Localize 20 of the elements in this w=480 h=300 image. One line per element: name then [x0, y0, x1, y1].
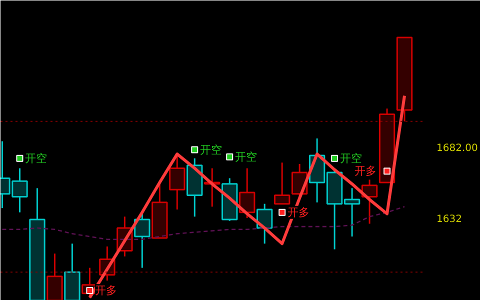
- candlestick: [134, 212, 150, 269]
- point: [226, 153, 234, 160]
- candlestick: [239, 168, 256, 219]
- line-series: [2, 206, 406, 240]
- line-series: [88, 94, 406, 300]
- point: [331, 154, 338, 162]
- data-label: 开空: [340, 152, 362, 165]
- data-label: 开空: [234, 150, 257, 164]
- data-label: 开多: [287, 206, 310, 219]
- point: [384, 168, 391, 175]
- point: [278, 208, 286, 216]
- point: [191, 146, 198, 154]
- data-label: 开空: [24, 152, 47, 165]
- data-label: 开多: [354, 164, 377, 178]
- candlestick: [274, 162, 290, 205]
- data-label: 开空: [200, 143, 222, 156]
- point: [16, 154, 24, 162]
- data-label: 开多: [94, 284, 117, 298]
- y-tick-label: 1632: [436, 214, 462, 226]
- y-tick-label: 1682.00: [436, 142, 478, 154]
